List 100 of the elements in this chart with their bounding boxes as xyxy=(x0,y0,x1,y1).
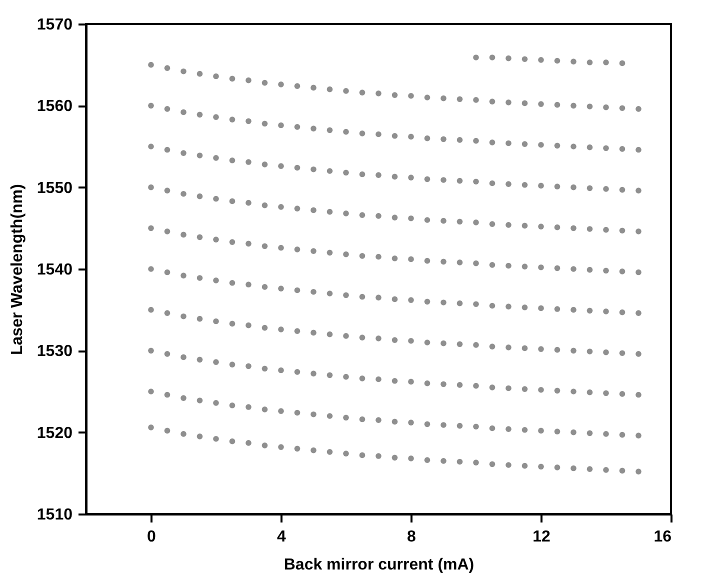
point xyxy=(456,260,463,266)
point xyxy=(456,422,463,429)
point xyxy=(456,300,463,306)
point xyxy=(619,60,626,66)
point xyxy=(603,226,609,233)
point xyxy=(164,106,170,112)
point xyxy=(343,170,349,176)
point xyxy=(310,411,316,418)
point xyxy=(310,207,316,214)
point xyxy=(294,410,300,416)
point xyxy=(180,395,186,401)
point xyxy=(262,324,268,331)
point xyxy=(570,225,576,232)
point xyxy=(554,58,560,64)
point xyxy=(554,428,560,434)
point xyxy=(359,294,366,300)
point xyxy=(164,269,170,276)
x-tick-label: 8 xyxy=(407,528,416,546)
point xyxy=(278,286,284,292)
point xyxy=(603,308,609,314)
point xyxy=(489,262,496,268)
point xyxy=(229,402,236,408)
point xyxy=(489,384,496,390)
point xyxy=(376,294,382,300)
point xyxy=(326,449,333,455)
point xyxy=(262,284,268,290)
point xyxy=(636,351,642,357)
point xyxy=(554,265,560,272)
point xyxy=(440,95,446,102)
point xyxy=(213,318,219,324)
point xyxy=(440,218,446,224)
point xyxy=(586,430,593,436)
y-tick-label: 1560 xyxy=(36,98,73,116)
point xyxy=(522,304,528,310)
x-tick-label: 16 xyxy=(654,528,672,546)
point xyxy=(586,308,593,314)
point xyxy=(180,68,186,74)
point xyxy=(506,140,512,146)
point xyxy=(294,368,300,375)
point xyxy=(376,254,382,260)
point xyxy=(554,224,560,230)
point xyxy=(603,104,609,110)
point xyxy=(359,212,366,218)
point xyxy=(392,418,398,425)
point xyxy=(522,264,528,270)
point xyxy=(196,356,203,363)
point xyxy=(586,389,593,396)
point xyxy=(440,422,446,428)
point xyxy=(262,120,268,127)
point xyxy=(424,421,430,428)
point xyxy=(570,465,576,472)
point xyxy=(343,333,349,339)
point xyxy=(164,310,170,316)
point xyxy=(213,236,219,243)
point xyxy=(506,55,512,62)
point xyxy=(586,104,593,110)
point xyxy=(408,420,414,426)
point xyxy=(164,188,170,194)
point xyxy=(408,174,414,180)
point xyxy=(440,381,446,388)
point xyxy=(603,145,609,152)
point xyxy=(506,262,512,269)
point xyxy=(246,363,252,370)
x-tick-label: 4 xyxy=(277,528,286,546)
point xyxy=(424,340,430,346)
point xyxy=(636,392,642,398)
point xyxy=(196,70,203,77)
point xyxy=(359,253,366,259)
point xyxy=(326,331,333,338)
point xyxy=(506,181,512,187)
point xyxy=(180,313,186,320)
point xyxy=(473,220,479,226)
point xyxy=(489,344,496,350)
point xyxy=(586,185,593,192)
point xyxy=(310,447,316,454)
point xyxy=(246,404,252,410)
point xyxy=(586,226,593,232)
point xyxy=(294,246,300,252)
point xyxy=(229,320,236,327)
point xyxy=(392,378,398,384)
point xyxy=(603,349,609,356)
point xyxy=(180,109,186,116)
point xyxy=(229,157,236,164)
point xyxy=(636,269,642,276)
point xyxy=(456,96,463,102)
point xyxy=(278,163,284,170)
point xyxy=(392,132,398,139)
point xyxy=(262,406,268,412)
point xyxy=(554,464,560,470)
point xyxy=(424,380,430,386)
point xyxy=(213,196,219,202)
point xyxy=(522,426,528,433)
point xyxy=(326,208,333,215)
point xyxy=(619,350,626,356)
point xyxy=(473,54,479,60)
point xyxy=(278,444,284,450)
point xyxy=(586,266,593,273)
point xyxy=(538,101,544,107)
point xyxy=(294,206,300,212)
point xyxy=(246,159,252,165)
